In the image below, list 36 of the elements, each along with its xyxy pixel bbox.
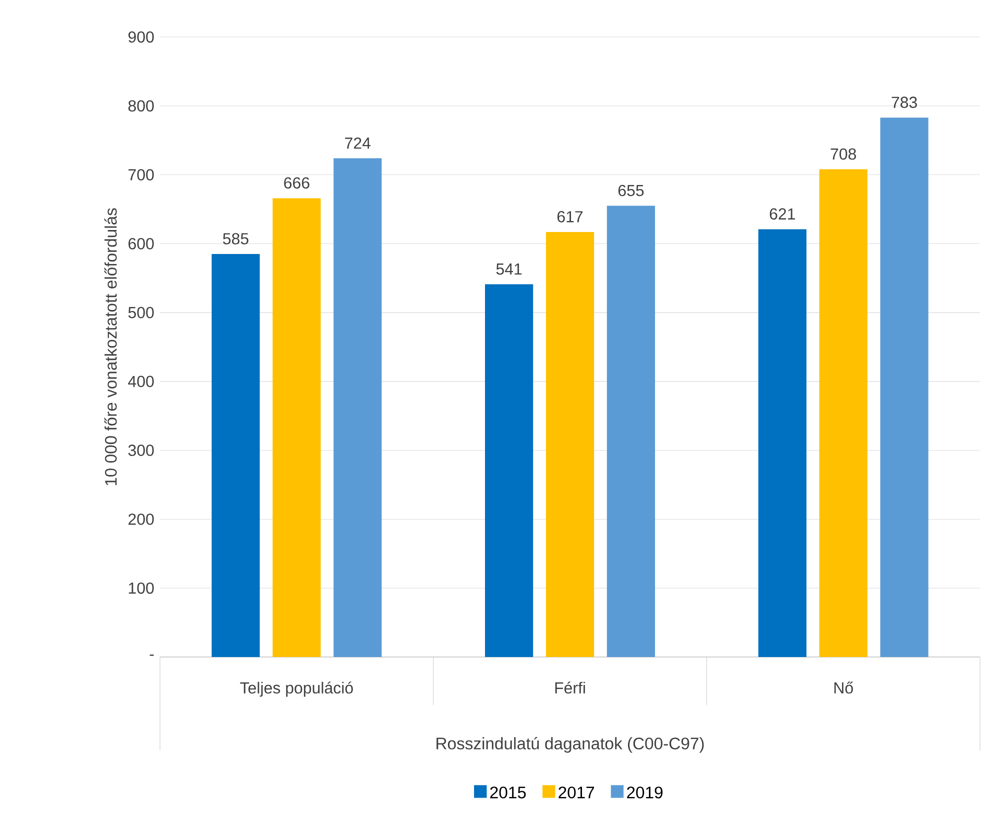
- data-label: 585: [223, 233, 248, 244]
- data-label: 666: [284, 177, 310, 189]
- y-tick-label: 700: [128, 169, 154, 180]
- bar: [212, 254, 260, 657]
- y-tick-label: 600: [128, 238, 154, 250]
- data-label: 541: [496, 264, 522, 275]
- data-label: 708: [830, 148, 856, 160]
- x-tick-label: Teljes populáció: [240, 682, 353, 697]
- data-label: 621: [770, 208, 795, 220]
- y-tick-label: -: [150, 654, 154, 656]
- legend-label: 2019: [627, 786, 663, 798]
- x-tick-label: Nő: [834, 682, 853, 694]
- y-tick-label: 500: [128, 306, 154, 318]
- bar: [758, 229, 806, 657]
- x-axis-title: Rosszindulatú daganatok (C00-C97): [436, 736, 704, 753]
- data-label: 783: [892, 96, 917, 108]
- bar: [546, 232, 594, 657]
- bar: [819, 169, 868, 657]
- data-label: 617: [557, 211, 583, 222]
- legend-label: 2015: [490, 786, 526, 798]
- x-tick-label: Férfi: [555, 682, 585, 694]
- y-tick-label: 300: [128, 444, 154, 456]
- bar: [606, 206, 656, 657]
- bar: [880, 118, 928, 657]
- data-label: 724: [345, 137, 370, 149]
- y-tick-label: 400: [128, 376, 154, 388]
- data-label: 655: [618, 184, 644, 196]
- bar: [334, 158, 382, 657]
- bar: [485, 284, 534, 657]
- y-tick-label: 200: [128, 514, 154, 525]
- legend-label: 2017: [558, 786, 594, 798]
- y-axis-title: 10 000 főre vonatkoztatott előfordulás: [104, 208, 117, 486]
- y-tick-label: 900: [128, 31, 154, 43]
- y-tick-label: 100: [128, 582, 154, 594]
- bar: [272, 198, 321, 657]
- y-tick-label: 800: [128, 100, 154, 112]
